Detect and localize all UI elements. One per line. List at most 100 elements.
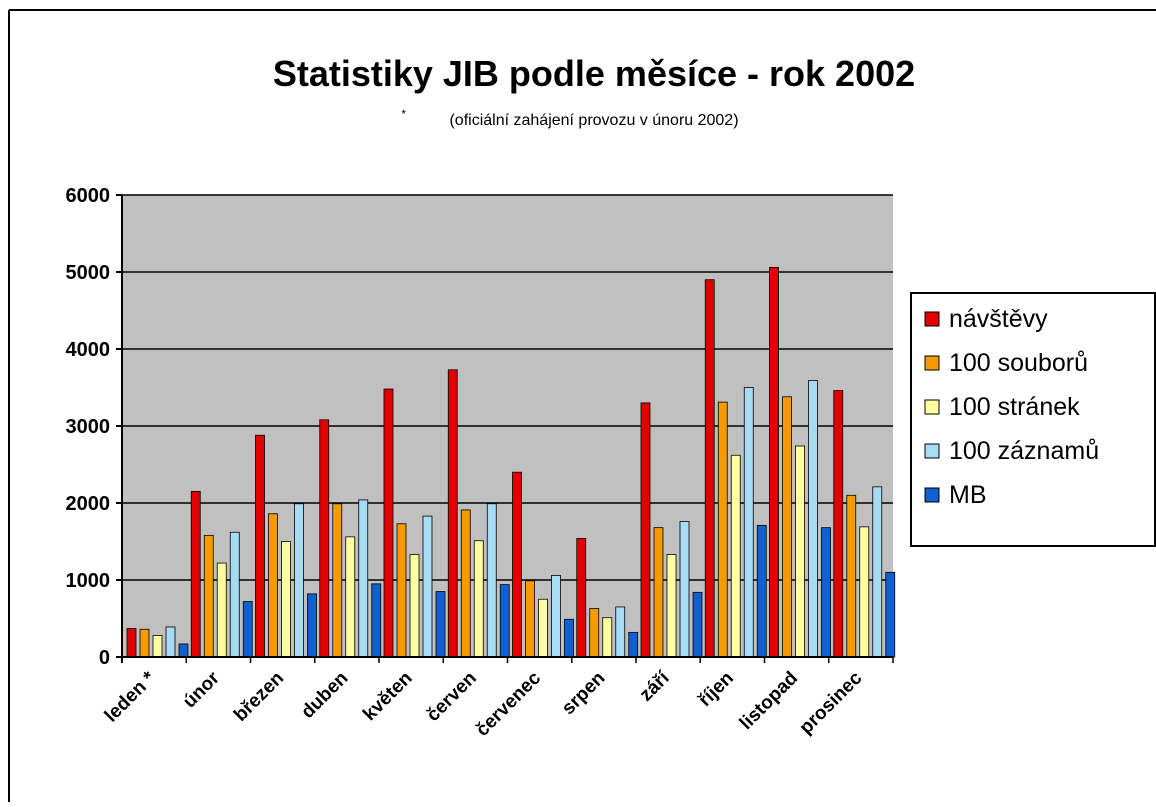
bar (447, 369, 458, 658)
legend-box (910, 292, 1156, 547)
bar (307, 593, 317, 658)
bar (190, 491, 201, 658)
bar (281, 541, 291, 658)
bar (499, 584, 510, 658)
bar (730, 454, 741, 658)
bar (345, 536, 356, 658)
bar (717, 401, 728, 658)
bar (242, 601, 253, 658)
bar (692, 591, 703, 658)
bar (743, 387, 754, 658)
bar (640, 402, 651, 658)
bar (178, 643, 189, 658)
x-tick-label: červenec (472, 667, 545, 740)
bar (576, 538, 587, 658)
bar (512, 471, 522, 658)
bar (808, 380, 818, 658)
bar (422, 515, 433, 658)
bar (332, 503, 343, 658)
x-tick-label: srpen (558, 668, 609, 719)
x-tick-labels: leden * únor březen duben květen červenčerven… (101, 667, 867, 741)
legend-swatch (924, 443, 940, 459)
bar (255, 434, 265, 658)
bar (756, 524, 767, 658)
x-tick-label: únor (179, 667, 224, 712)
bar (628, 631, 639, 658)
bar (409, 554, 420, 658)
bar (139, 628, 150, 658)
legend-label: 100 stránek (949, 393, 1080, 421)
x-tick-label: květen (359, 668, 416, 725)
bar (564, 618, 574, 658)
bar (602, 617, 613, 658)
legend-swatch (924, 311, 940, 327)
bar (371, 583, 382, 658)
bar (821, 527, 831, 658)
legend-label: návštěvy (949, 305, 1048, 333)
legend-swatch (924, 487, 940, 503)
bar (653, 527, 664, 658)
axes (116, 194, 894, 663)
y-tick-label: 5000 (66, 262, 111, 284)
bar (396, 523, 407, 658)
bar (268, 513, 278, 658)
y-tick-labels: 0 1000 2000 3000 4000 5000 6000 (66, 185, 111, 669)
y-tick-label: 1000 (66, 570, 111, 592)
bar (525, 580, 535, 658)
legend-swatch (924, 355, 940, 371)
bar (294, 503, 304, 658)
legend-label: 100 záznamů (949, 437, 1099, 465)
bar (846, 494, 857, 658)
y-tick-label: 2000 (66, 493, 111, 515)
bar (615, 606, 626, 658)
chart-title: Statistiky JIB podle měsíce - rok 2002 (273, 53, 915, 94)
bar (679, 521, 690, 658)
bar (795, 445, 805, 658)
bars (126, 266, 896, 658)
bar (589, 608, 600, 658)
bar (551, 574, 561, 658)
bar (203, 534, 214, 658)
chart-subtitle-mark: * (401, 107, 406, 121)
bar (769, 266, 779, 658)
bar (216, 562, 227, 658)
y-tick-label: 0 (99, 647, 110, 669)
y-tick-label: 3000 (66, 416, 111, 438)
bar (383, 388, 394, 658)
x-tick-label: červen (423, 668, 481, 726)
x-tick-label: leden * (101, 667, 160, 726)
x-tick-label: listopad (736, 668, 802, 734)
bar (152, 635, 163, 658)
x-tick-label: září (636, 667, 675, 706)
bar (473, 540, 484, 658)
x-tick-label: duben (297, 668, 352, 723)
x-tick-label: říjen (695, 668, 738, 711)
x-tick-label: březen (230, 668, 288, 726)
legend-swatch (924, 399, 940, 415)
bar (165, 626, 176, 658)
legend-label: 100 souborů (949, 349, 1088, 377)
bar (833, 390, 844, 658)
bar (538, 598, 548, 658)
bar (859, 526, 870, 658)
bar (704, 279, 715, 658)
bar (782, 396, 792, 658)
bar (460, 509, 471, 658)
legend-label: MB (949, 481, 987, 509)
bar (229, 531, 240, 658)
bar (486, 503, 497, 658)
bar (358, 499, 369, 658)
bar (666, 554, 677, 658)
bar (435, 591, 446, 658)
legend: návštěvy 100 souborů 100 stránek 100 záznam… (910, 292, 1156, 547)
bar (319, 419, 330, 658)
bar (885, 571, 896, 658)
chart-subtitle: (oficiální zahájení provozu v únoru 2002… (449, 112, 738, 129)
x-tick-label: prosinec (796, 667, 867, 738)
y-tick-label: 6000 (66, 185, 111, 207)
y-tick-label: 4000 (66, 339, 111, 361)
bar (126, 628, 137, 658)
gridlines (122, 194, 893, 581)
